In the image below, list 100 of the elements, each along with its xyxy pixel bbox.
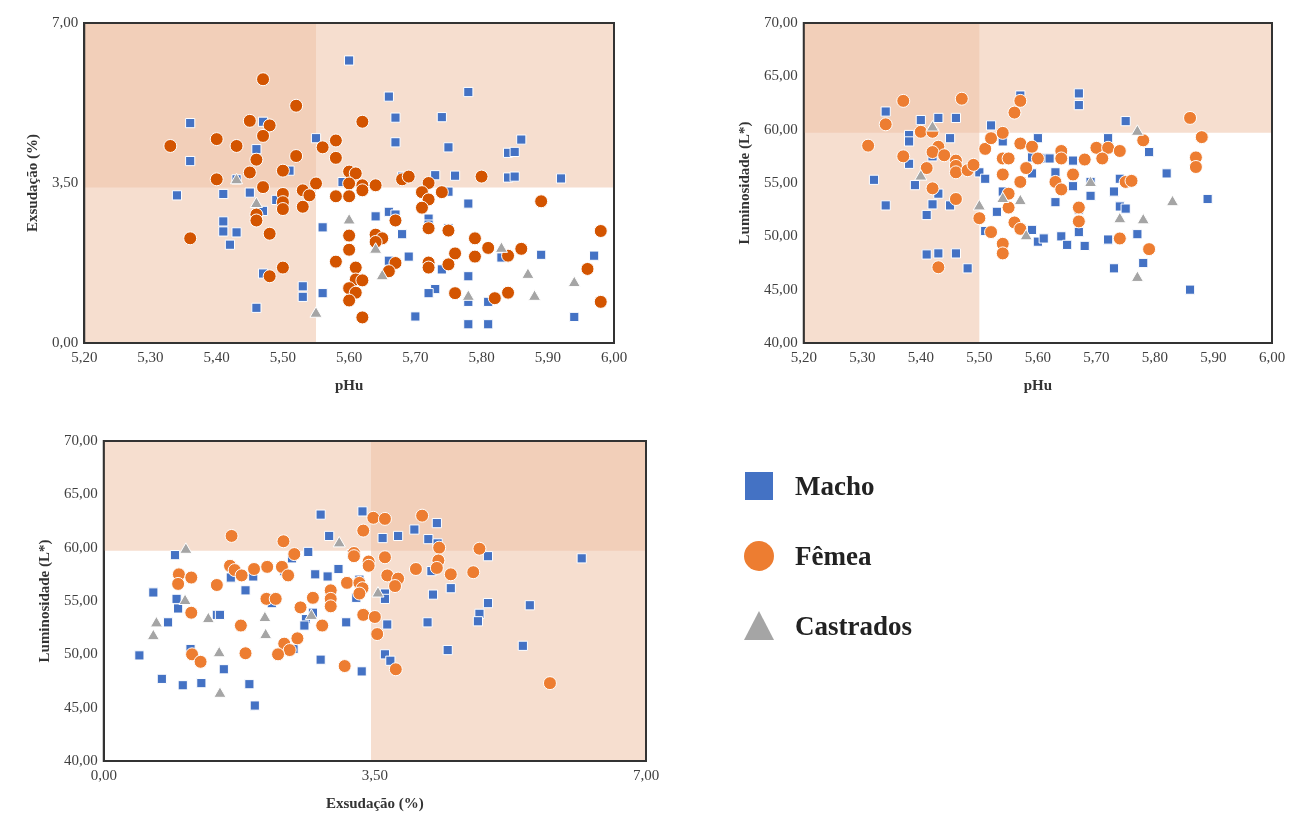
point xyxy=(342,212,356,225)
x-tick-label: 5,90 xyxy=(1200,348,1227,365)
point xyxy=(281,568,296,583)
x-axis-title: Exsudação (%) xyxy=(325,794,424,812)
point xyxy=(521,267,535,279)
point xyxy=(238,646,253,661)
point xyxy=(388,662,403,677)
point xyxy=(356,607,371,622)
point xyxy=(361,558,376,573)
y-tick-label: 50,00 xyxy=(64,645,98,662)
point xyxy=(461,289,475,301)
x-tick-label: 5,20 xyxy=(790,348,817,365)
x-tick-label: 5,30 xyxy=(137,348,164,365)
point xyxy=(212,645,226,658)
y-tick-label: 7,00 xyxy=(52,13,79,30)
point xyxy=(996,191,1010,203)
point xyxy=(371,586,385,598)
x-tick-label: 5,40 xyxy=(907,348,934,365)
x-tick-label: 5,60 xyxy=(336,348,363,365)
point xyxy=(527,289,542,301)
point xyxy=(247,562,262,576)
y-tick-label: 60,00 xyxy=(764,120,798,137)
point xyxy=(370,627,385,642)
y-tick-label: 65,00 xyxy=(764,67,798,84)
y-tick-label: 45,00 xyxy=(764,280,798,297)
legend-label: Macho xyxy=(795,470,875,502)
point xyxy=(567,275,581,288)
point xyxy=(258,610,272,623)
x-tick-label: 5,70 xyxy=(1083,348,1110,365)
legend-label: Castrados xyxy=(795,610,913,642)
point xyxy=(466,565,481,580)
point xyxy=(366,510,381,525)
point xyxy=(271,647,286,662)
point xyxy=(375,268,389,281)
point xyxy=(234,568,249,583)
point xyxy=(332,535,346,548)
point xyxy=(914,169,928,181)
point xyxy=(282,643,297,658)
point xyxy=(1113,211,1127,224)
point xyxy=(259,627,273,640)
point xyxy=(346,549,361,564)
point xyxy=(542,676,557,691)
point xyxy=(184,570,199,585)
point xyxy=(224,528,239,543)
point xyxy=(249,196,263,209)
x-tick-label: 5,50 xyxy=(966,348,993,365)
point xyxy=(293,600,308,615)
x-tick-label: 5,50 xyxy=(269,348,297,365)
x-tick-label: 6,00 xyxy=(1258,348,1286,365)
x-tick-label: 5,90 xyxy=(534,348,561,365)
x-tick-label: 0,00 xyxy=(90,766,117,783)
x-tick-label: 5,40 xyxy=(203,348,230,365)
point xyxy=(352,586,367,601)
x-axis-title: pHu xyxy=(1023,376,1053,393)
point xyxy=(193,654,208,669)
point xyxy=(472,541,487,556)
point xyxy=(415,508,430,523)
point xyxy=(1130,124,1144,136)
point xyxy=(1019,228,1033,241)
legend-label: Fêmea xyxy=(795,540,872,572)
y-tick-label: 70,00 xyxy=(64,431,98,448)
x-axis-title: pHu xyxy=(334,376,364,393)
point xyxy=(290,631,305,646)
point xyxy=(367,610,382,624)
x-tick-label: 5,70 xyxy=(402,348,429,365)
x-tick-label: 5,80 xyxy=(1141,348,1169,365)
point xyxy=(171,576,186,591)
y-tick-label: 55,00 xyxy=(764,173,798,190)
point xyxy=(309,306,323,318)
point xyxy=(1165,194,1180,207)
x-tick-label: 5,20 xyxy=(71,348,98,365)
y-axis-title: Luminosidade (L*) xyxy=(35,539,53,663)
x-tick-label: 7,00 xyxy=(632,766,660,783)
point xyxy=(178,593,192,605)
point xyxy=(305,590,320,605)
x-tick-label: 5,80 xyxy=(468,348,495,365)
point xyxy=(1130,270,1144,282)
point xyxy=(260,559,275,574)
point xyxy=(276,534,291,549)
point xyxy=(432,540,447,555)
point xyxy=(184,605,199,620)
y-tick-label: 40,00 xyxy=(64,751,98,768)
y-tick-label: 70,00 xyxy=(764,13,798,30)
point xyxy=(233,618,248,633)
point xyxy=(315,618,330,633)
point xyxy=(377,511,392,526)
y-tick-label: 55,00 xyxy=(64,591,98,608)
point xyxy=(149,615,163,628)
point xyxy=(179,542,193,554)
y-axis-title: Luminosidade (L*) xyxy=(735,121,753,245)
x-tick-label: 6,00 xyxy=(600,348,628,365)
x-tick-label: 5,60 xyxy=(1024,348,1051,365)
y-tick-label: 3,50 xyxy=(52,173,79,190)
y-tick-label: 60,00 xyxy=(64,538,98,555)
point xyxy=(377,550,392,565)
point xyxy=(494,241,508,253)
point xyxy=(408,562,423,576)
x-tick-label: 5,30 xyxy=(849,348,876,365)
point xyxy=(443,567,458,582)
point xyxy=(972,198,986,211)
